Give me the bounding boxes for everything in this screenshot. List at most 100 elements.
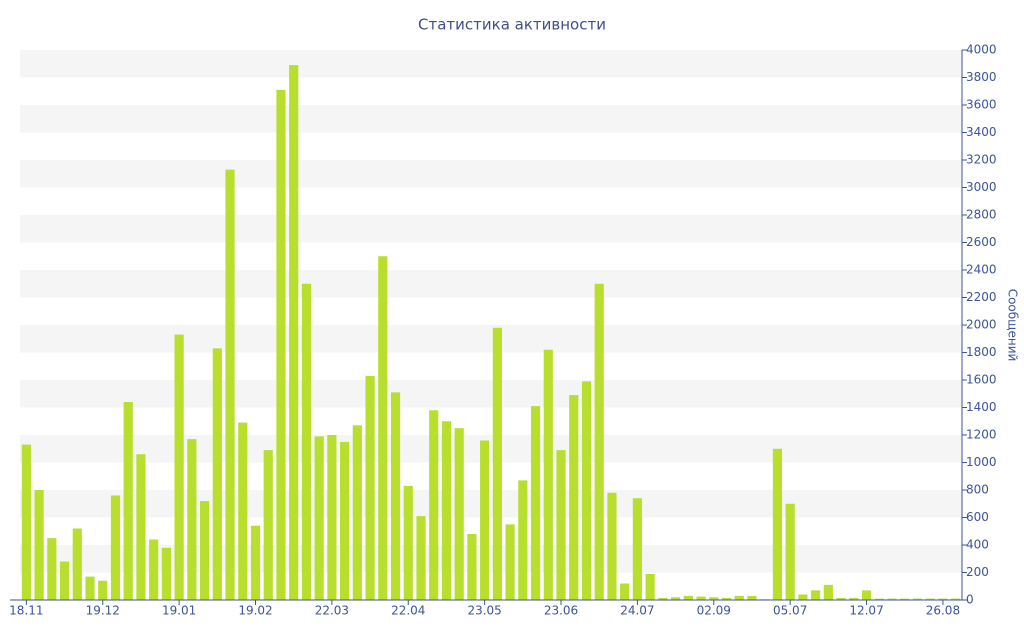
bar (454, 428, 464, 600)
x-tick-label: 19.02 (238, 604, 272, 618)
x-tick-label: 23.05 (467, 604, 501, 618)
bar (658, 597, 668, 600)
bar (607, 492, 617, 600)
bar (785, 503, 795, 600)
bar (212, 348, 222, 600)
bar (518, 480, 528, 600)
y-tick-label: 2400 (966, 263, 997, 277)
bar (365, 375, 375, 600)
bar (861, 590, 872, 600)
bar (340, 441, 350, 600)
bar (900, 598, 910, 600)
bar (21, 444, 31, 600)
bar (645, 573, 655, 600)
grid-band (20, 215, 962, 243)
bar (34, 490, 44, 600)
bar (874, 598, 884, 600)
bar (849, 597, 859, 600)
bar (772, 448, 783, 600)
grid-band (20, 435, 962, 463)
bar (556, 450, 566, 600)
bar (378, 256, 388, 600)
bar (429, 410, 439, 600)
grid-band (20, 490, 962, 518)
bar (352, 425, 362, 600)
bar (594, 283, 604, 600)
bar (301, 283, 312, 600)
bar (811, 590, 821, 600)
bar (480, 440, 490, 600)
bar (174, 334, 184, 600)
chart-title: Статистика активности (418, 16, 606, 34)
bar (747, 595, 757, 600)
y-tick-label: 1800 (966, 345, 997, 359)
x-tick-label: 12.07 (849, 604, 883, 618)
grid-band (20, 160, 962, 188)
y-tick-label: 2000 (966, 318, 997, 332)
x-tick-label: 24.07 (620, 604, 654, 618)
bar (59, 561, 70, 600)
bar (136, 454, 146, 600)
y-tick-label: 2800 (966, 208, 997, 222)
bar (47, 538, 57, 600)
x-tick-label: 26.08 (926, 604, 960, 618)
bar (390, 392, 401, 600)
bar (543, 349, 553, 600)
y-tick-label: 400 (966, 538, 989, 552)
bar (72, 528, 82, 600)
x-tick-label: 23.06 (544, 604, 578, 618)
bar (238, 422, 248, 600)
grid-band (20, 325, 962, 353)
bar (327, 435, 337, 600)
bar (263, 450, 273, 600)
y-tick-label: 3800 (966, 70, 997, 84)
bar (276, 89, 286, 600)
bar (620, 583, 630, 600)
bar (441, 421, 452, 600)
bar (416, 516, 426, 600)
y-tick-label: 3000 (966, 180, 997, 194)
bar (123, 402, 133, 600)
bar (709, 597, 719, 600)
bar (670, 597, 681, 600)
bar (314, 436, 324, 600)
x-tick-label: 19.12 (86, 604, 120, 618)
bar (530, 406, 541, 600)
y-tick-label: 3400 (966, 125, 997, 139)
bar (505, 524, 515, 600)
bar (149, 539, 159, 600)
bar (569, 395, 579, 600)
bar (721, 597, 732, 600)
x-tick-label: 05.07 (773, 604, 807, 618)
bar (161, 547, 171, 600)
bar (289, 65, 299, 600)
bar (225, 169, 235, 600)
grid-band (20, 270, 962, 298)
y-tick-label: 1600 (966, 373, 997, 387)
bar (632, 498, 642, 600)
grid-band (20, 545, 962, 573)
y-tick-label: 600 (966, 510, 989, 524)
y-tick-label: 1200 (966, 428, 997, 442)
y-tick-label: 0 (966, 593, 974, 607)
y-tick-label: 3200 (966, 153, 997, 167)
y-tick-label: 2200 (966, 290, 997, 304)
bar (925, 598, 935, 600)
x-tick-label: 18.11 (9, 604, 43, 618)
grid-band (20, 380, 962, 408)
y-tick-label: 1000 (966, 455, 997, 469)
grid-band (20, 105, 962, 133)
y-tick-label: 4000 (966, 43, 997, 57)
y-tick-label: 800 (966, 483, 989, 497)
bar (581, 381, 592, 600)
bar (696, 596, 706, 600)
bar (887, 598, 897, 600)
bar (250, 525, 261, 600)
bar (734, 595, 744, 600)
bar (836, 597, 846, 600)
bar (938, 598, 948, 600)
y-axis-label: Сообщений (1006, 289, 1020, 362)
bar (683, 595, 693, 600)
x-tick-label: 22.04 (391, 604, 425, 618)
